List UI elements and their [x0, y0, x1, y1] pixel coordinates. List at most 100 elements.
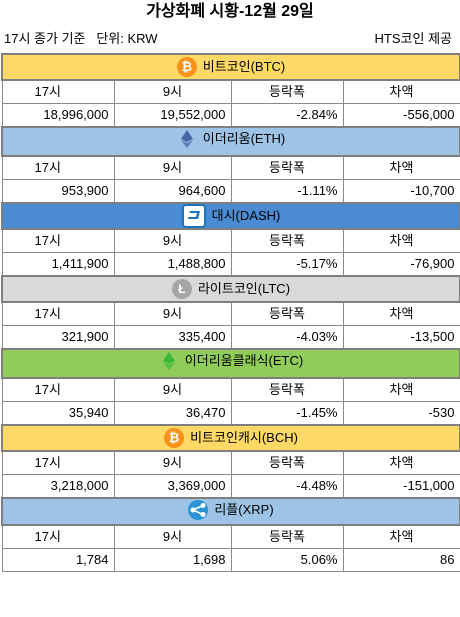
column-header: 등락폭	[230, 377, 344, 402]
coin-header-row: 리플(XRP)	[1, 497, 460, 526]
column-header: 차액	[342, 79, 460, 104]
column-header-row: 17시 9시 등락폭 차액	[1, 301, 460, 326]
coin-name: 대시(DASH)	[211, 208, 281, 223]
coin-header-row: 이더리움(ETH)	[1, 126, 460, 157]
value-cell: -5.17%	[230, 252, 344, 277]
coin-header: ₿ 비트코인캐시(BCH)	[1, 424, 460, 452]
column-header: 9시	[113, 301, 232, 326]
column-header: 9시	[113, 450, 232, 475]
value-cell: -4.03%	[230, 325, 344, 350]
value-cell: 964,600	[113, 179, 232, 204]
value-cell: 335,400	[113, 325, 232, 350]
value-cell: -4.48%	[230, 474, 344, 499]
coin-header-row: 이더리움클래식(ETC)	[1, 348, 460, 379]
column-header: 17시	[1, 524, 115, 549]
coin-header-row: ₿ 비트코인(BTC)	[1, 53, 460, 81]
column-header-row: 17시 9시 등락폭 차액	[1, 377, 460, 402]
column-header: 등락폭	[230, 228, 344, 253]
column-header-row: 17시 9시 등락폭 차액	[1, 79, 460, 104]
coin-name: 비트코인캐시(BCH)	[190, 430, 298, 446]
column-header-row: 17시 9시 등락폭 차액	[1, 524, 460, 549]
coin-name: 이더리움클래식(ETC)	[184, 353, 304, 368]
column-header: 차액	[342, 155, 460, 180]
value-cell: 3,369,000	[113, 474, 232, 499]
dash-icon	[181, 205, 206, 227]
value-cell: 3,218,000	[1, 474, 115, 499]
coin-header: 이더리움(ETH)	[1, 126, 460, 157]
ripple-icon	[188, 500, 209, 520]
value-cell: -13,500	[342, 325, 460, 350]
coin-header-row: Ł 라이트코인(LTC)	[1, 275, 460, 303]
column-header: 17시	[1, 79, 115, 104]
value-cell: 1,784	[1, 548, 115, 572]
value-cell: 35,940	[1, 401, 115, 426]
value-cell: 1,411,900	[1, 252, 115, 277]
value-cell: 321,900	[1, 325, 115, 350]
basis-unit-note: 17시 종가 기준 단위: KRW	[4, 31, 158, 46]
value-cell: -1.11%	[230, 179, 344, 204]
column-header: 9시	[113, 155, 232, 180]
value-row: 1,411,900 1,488,800 -5.17% -76,900	[1, 252, 460, 277]
value-cell: -1.45%	[230, 401, 344, 426]
value-row: 3,218,000 3,369,000 -4.48% -151,000	[1, 474, 460, 499]
column-header: 등락폭	[230, 450, 344, 475]
coin-header: ₿ 비트코인(BTC)	[1, 53, 460, 81]
coin-header: Ł 라이트코인(LTC)	[1, 275, 460, 303]
value-cell: -530	[342, 401, 460, 426]
column-header: 등락폭	[230, 155, 344, 180]
coin-header: 대시(DASH)	[1, 202, 460, 230]
ethereum-classic-icon	[159, 351, 179, 371]
source-note: HTS코인 제공	[374, 31, 452, 46]
value-row: 35,940 36,470 -1.45% -530	[1, 401, 460, 426]
value-cell: -151,000	[342, 474, 460, 499]
column-header: 17시	[1, 155, 115, 180]
column-header: 등락폭	[230, 79, 344, 104]
coin-header: 이더리움클래식(ETC)	[1, 348, 460, 379]
value-cell: -556,000	[342, 103, 460, 128]
column-header-row: 17시 9시 등락폭 차액	[1, 155, 460, 180]
coin-header-row: ₿ 비트코인캐시(BCH)	[1, 424, 460, 452]
value-cell: -2.84%	[230, 103, 344, 128]
price-table: ₿ 비트코인(BTC) 17시 9시 등락폭 차액 18,996,000 19,552,000…	[1, 53, 460, 572]
coin-name: 라이트코인(LTC)	[197, 281, 291, 296]
column-header-row: 17시 9시 등락폭 차액	[1, 228, 460, 253]
column-header: 차액	[342, 450, 460, 475]
value-cell: 19,552,000	[113, 103, 232, 128]
column-header: 17시	[1, 228, 115, 253]
column-header: 9시	[113, 79, 232, 104]
column-header: 등락폭	[230, 524, 344, 549]
value-cell: 1,698	[113, 548, 232, 572]
value-row: 321,900 335,400 -4.03% -13,500	[1, 325, 460, 350]
value-row: 1,784 1,698 5.06% 86	[1, 548, 460, 572]
value-cell: 36,470	[113, 401, 232, 426]
value-row: 18,996,000 19,552,000 -2.84% -556,000	[1, 103, 460, 128]
value-row: 953,900 964,600 -1.11% -10,700	[1, 179, 460, 204]
value-cell: -10,700	[342, 179, 460, 204]
column-header: 17시	[1, 301, 115, 326]
value-cell: 953,900	[1, 179, 115, 204]
column-header: 17시	[1, 377, 115, 402]
value-cell: 1,488,800	[113, 252, 232, 277]
column-header: 등락폭	[230, 301, 344, 326]
column-header: 9시	[113, 228, 232, 253]
column-header: 차액	[342, 228, 460, 253]
column-header: 17시	[1, 450, 115, 475]
coin-name: 리플(XRP)	[214, 502, 274, 517]
value-cell: 86	[342, 548, 460, 572]
value-cell: 18,996,000	[1, 103, 115, 128]
column-header: 차액	[342, 524, 460, 549]
coin-name: 이더리움(ETH)	[202, 131, 286, 146]
coin-name: 비트코인(BTC)	[202, 59, 286, 75]
column-header: 차액	[342, 377, 460, 402]
bitcoin-cash-icon: ₿	[164, 428, 185, 449]
value-cell: 5.06%	[230, 548, 344, 572]
litecoin-icon: Ł	[171, 279, 192, 299]
column-header: 9시	[113, 524, 232, 549]
column-header: 9시	[113, 377, 232, 402]
column-header: 차액	[342, 301, 460, 326]
ethereum-icon	[177, 129, 197, 149]
page-title: 가상화폐 시황-12월 29일	[146, 3, 314, 20]
value-cell: -76,900	[342, 252, 460, 277]
coin-header-row: 대시(DASH)	[1, 202, 460, 230]
column-header-row: 17시 9시 등락폭 차액	[1, 450, 460, 475]
